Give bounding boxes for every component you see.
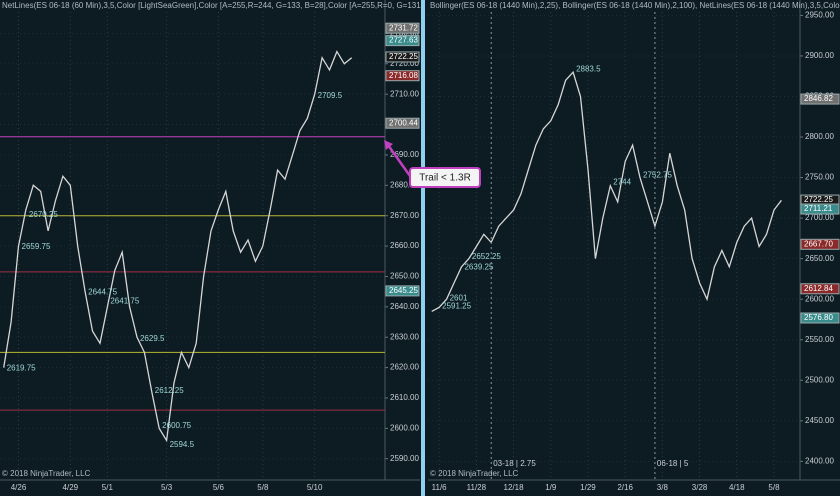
price-flag-label: 2846.82 — [804, 94, 833, 103]
x-tick-label: 1/9 — [545, 483, 557, 492]
y-tick-label: 2710.00 — [390, 89, 419, 98]
price-flag-label: 2722.25 — [389, 52, 418, 61]
y-tick-label: 2630.00 — [390, 332, 419, 341]
y-tick-label: 2950.00 — [805, 11, 834, 20]
x-tick-label: 5/8 — [257, 483, 269, 492]
x-tick-label: 5/6 — [213, 483, 225, 492]
price-label: 2600.75 — [162, 421, 191, 430]
arrow-head — [384, 140, 393, 150]
price-flag — [800, 283, 840, 295]
price-flag-label: 2716.08 — [389, 71, 418, 80]
y-tick-label: 2620.00 — [390, 363, 419, 372]
price-label: 2619.75 — [7, 363, 36, 372]
rollover-label: 06-18 | 5 — [657, 459, 689, 468]
price-flag — [800, 238, 840, 250]
y-tick-label: 2640.00 — [390, 302, 419, 311]
price-label: 2752.75 — [643, 170, 672, 179]
chart-header: Bollinger(ES 06-18 (1440 Min),2,25), Bol… — [430, 1, 840, 10]
y-tick-label: 2900.00 — [805, 51, 834, 60]
right-panel: 2400.00 2450.00 2500.00 2550.00 2600.00 2650.… — [428, 0, 840, 492]
price-flag-label: 2576.80 — [804, 313, 833, 322]
price-flag-label: 2700.44 — [389, 118, 418, 127]
left-panel: 2590.00 2600.00 2610.00 2620.00 2630.00 2640.… — [0, 0, 423, 492]
price-flag-label: 2667.70 — [804, 239, 833, 248]
y-tick-label: 2600.00 — [390, 423, 419, 432]
callout-text: Trail < 1.3R — [419, 173, 471, 184]
y-tick-label: 2600.00 — [805, 294, 834, 303]
y-tick-label: 2690.00 — [390, 150, 419, 159]
price-line — [431, 70, 782, 312]
price-flag — [385, 285, 420, 297]
price-flag — [800, 203, 840, 215]
price-label: 2883.5 — [576, 64, 601, 73]
price-flag — [385, 117, 420, 129]
price-flag — [385, 51, 420, 63]
x-tick-label: 5/10 — [307, 483, 323, 492]
x-tick-label: 3/28 — [692, 483, 708, 492]
y-tick-label: 2670.00 — [390, 211, 419, 220]
copyright: © 2018 NinjaTrader, LLC — [430, 469, 519, 478]
chart-header: NetLines(ES 06-18 (60 Min),3,5,Color [Li… — [2, 1, 423, 10]
price-label: 2652.25 — [472, 252, 501, 261]
x-tick-label: 1/29 — [580, 483, 596, 492]
arrow — [386, 144, 412, 177]
price-flag — [385, 35, 420, 47]
annotation-callout: Trail < 1.3R — [384, 140, 481, 188]
price-label: 2644.75 — [88, 288, 117, 297]
y-tick-label: 2800.00 — [805, 132, 834, 141]
y-tick-label: 2720.00 — [390, 59, 419, 68]
x-tick-label: 11/6 — [432, 483, 448, 492]
y-tick-label: 2650.00 — [390, 272, 419, 281]
price-flag-label: 2731.72 — [389, 23, 418, 32]
x-tick-label: 3/8 — [657, 483, 669, 492]
price-flag-label: 2722.25 — [804, 195, 833, 204]
price-label: 2639.25 — [464, 262, 493, 271]
x-tick-label: 11/28 — [467, 483, 487, 492]
price-flag — [385, 70, 420, 82]
price-flag-label: 2727.63 — [389, 36, 418, 45]
y-tick-label: 2700.00 — [805, 213, 834, 222]
price-flag — [385, 22, 420, 34]
x-tick-label: 5/8 — [768, 483, 780, 492]
y-tick-label: 2590.00 — [390, 454, 419, 463]
x-tick-label: 4/29 — [63, 483, 79, 492]
callout-box — [409, 167, 481, 188]
price-label: 2744 — [613, 178, 631, 187]
price-label: 2591.25 — [442, 301, 471, 310]
price-flag — [800, 312, 840, 324]
price-flag-label: 2645.25 — [389, 286, 418, 295]
price-label: 2659.75 — [22, 242, 51, 251]
x-tick-label: 12/18 — [504, 483, 525, 492]
y-tick-label: 2650.00 — [805, 254, 834, 263]
price-line — [3, 50, 353, 443]
copyright: © 2018 NinjaTrader, LLC — [2, 469, 91, 478]
price-label: 2629.5 — [140, 334, 165, 343]
price-label: 2709.5 — [318, 91, 343, 100]
price-label: 2594.5 — [170, 440, 195, 449]
price-flag-label: 2612.84 — [804, 284, 833, 293]
y-tick-label: 2750.00 — [805, 173, 834, 182]
y-tick-label: 2400.00 — [805, 456, 834, 465]
y-tick-label: 2660.00 — [390, 241, 419, 250]
price-flag — [800, 93, 840, 105]
price-label: 2641.75 — [110, 297, 139, 306]
panel-divider — [421, 0, 425, 496]
y-tick-label: 2450.00 — [805, 416, 834, 425]
y-tick-label: 2500.00 — [805, 375, 834, 384]
y-tick-label: 2610.00 — [390, 393, 419, 402]
x-tick-label: 4/26 — [11, 483, 27, 492]
x-tick-label: 5/1 — [102, 483, 114, 492]
price-label: 2670.25 — [29, 210, 58, 219]
price-label: 2601 — [450, 293, 468, 302]
price-flag-label: 2711.21 — [804, 204, 833, 213]
rollover-label: 03-18 | 2.75 — [493, 459, 536, 468]
x-tick-label: 5/3 — [161, 483, 173, 492]
y-tick-label: 2550.00 — [805, 335, 834, 344]
x-tick-label: 4/18 — [729, 483, 745, 492]
x-tick-label: 2/16 — [617, 483, 633, 492]
price-label: 2612.25 — [155, 386, 184, 395]
y-tick-label: 2680.00 — [390, 180, 419, 189]
